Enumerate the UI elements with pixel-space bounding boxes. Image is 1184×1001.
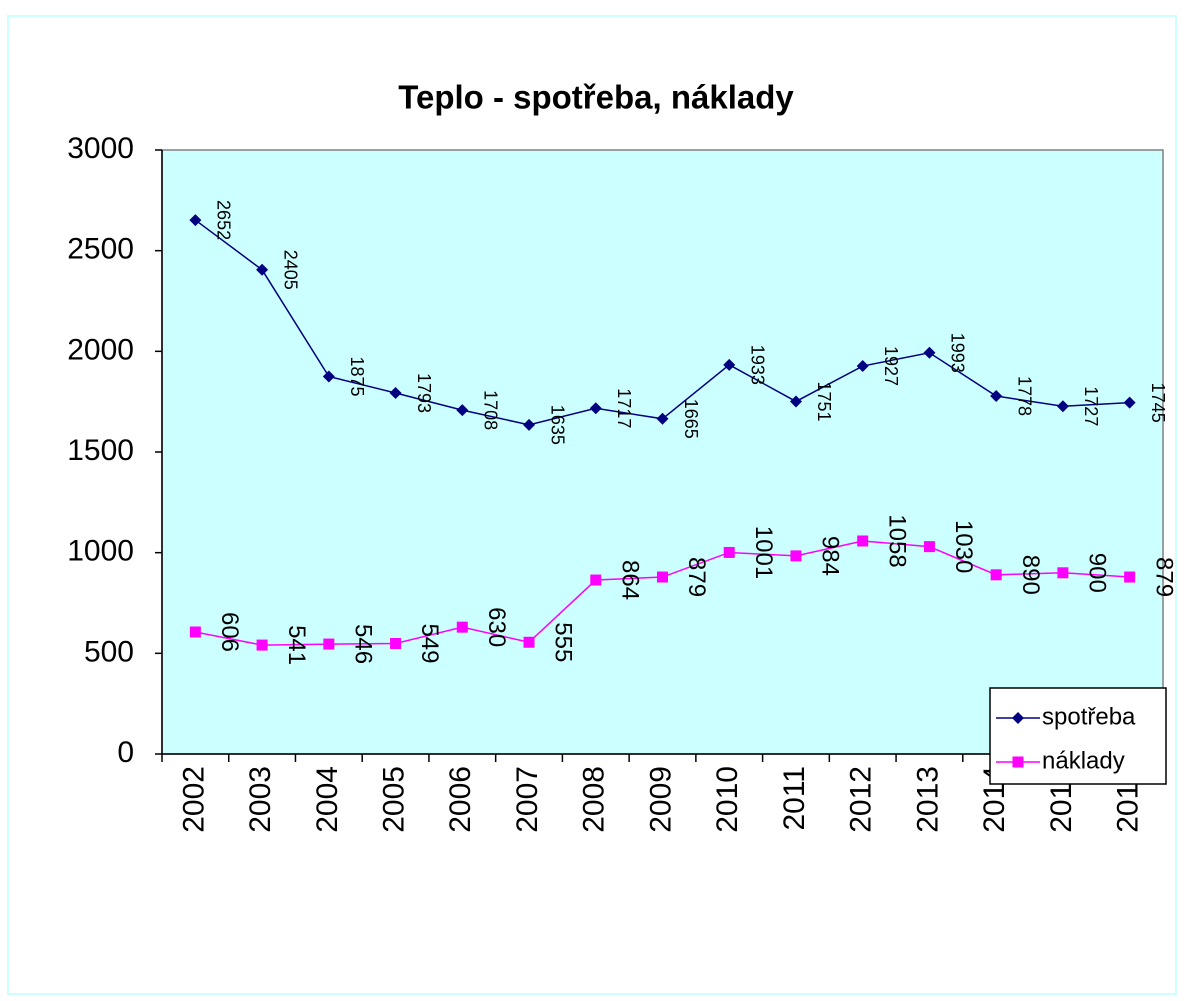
- x-tick-label: 2005: [377, 766, 410, 833]
- data-label: 900: [1084, 553, 1111, 593]
- point: [656, 412, 669, 425]
- point: [923, 541, 935, 553]
- point: [1056, 400, 1069, 413]
- data-label: 606: [216, 612, 243, 652]
- legend-box: [989, 687, 1167, 785]
- point: [256, 263, 269, 276]
- point: [256, 639, 268, 651]
- point: [1123, 396, 1136, 409]
- y-tick-label: 1500: [67, 434, 134, 467]
- point: [322, 370, 335, 383]
- legend-label: náklady: [1042, 747, 1125, 774]
- point: [590, 574, 602, 586]
- data-label: 1717: [614, 388, 634, 428]
- y-tick-label: 1000: [67, 535, 134, 568]
- data-label: 546: [349, 624, 376, 664]
- data-label: 864: [616, 560, 643, 600]
- x-tick-label: 2012: [845, 766, 878, 833]
- data-label: 630: [483, 607, 510, 647]
- point: [1012, 756, 1024, 768]
- point: [657, 571, 668, 583]
- data-label: 1635: [547, 405, 567, 445]
- legend-label: spotřeba: [1042, 703, 1136, 730]
- point: [390, 637, 402, 649]
- y-tick-label: 0: [117, 736, 134, 769]
- point: [189, 626, 201, 638]
- point: [923, 346, 936, 359]
- point: [523, 418, 536, 431]
- point: [1057, 567, 1069, 579]
- data-label: 1993: [948, 333, 968, 373]
- y-tick-label: 2500: [67, 233, 134, 266]
- data-label: 1058: [883, 514, 910, 567]
- data-label: 1793: [414, 373, 434, 413]
- x-tick-label: 2003: [244, 766, 277, 833]
- chart-title: Teplo - spotřeba, náklady: [398, 79, 794, 116]
- data-label: 890: [1017, 555, 1044, 595]
- data-label: 1927: [881, 346, 901, 386]
- data-label: 2652: [214, 200, 234, 240]
- point: [589, 402, 602, 415]
- point: [189, 214, 202, 227]
- x-tick-label: 2013: [911, 766, 944, 833]
- point: [523, 636, 535, 648]
- data-label: 1751: [814, 381, 834, 421]
- point: [789, 395, 802, 408]
- data-label: 984: [817, 536, 844, 576]
- point: [790, 550, 802, 562]
- data-label: 1708: [481, 390, 501, 430]
- data-label: 1727: [1081, 386, 1101, 426]
- point: [723, 546, 735, 558]
- data-label: 879: [1150, 557, 1177, 597]
- point: [990, 569, 1002, 581]
- x-tick-label: 2011: [778, 766, 811, 831]
- point: [456, 404, 469, 417]
- point: [456, 621, 468, 633]
- x-tick-label: 2010: [711, 766, 744, 833]
- data-label: 1030: [950, 520, 977, 573]
- x-tick-label: 2007: [511, 766, 544, 833]
- point: [389, 387, 402, 400]
- data-label: 1933: [747, 345, 767, 385]
- data-label: 549: [416, 623, 443, 663]
- point: [1124, 571, 1136, 583]
- point: [990, 390, 1003, 403]
- data-label: 879: [683, 557, 710, 597]
- data-label: 555: [550, 622, 577, 662]
- x-tick-label: 2006: [444, 766, 477, 833]
- x-tick-label: 2002: [177, 766, 210, 833]
- plot-area: [161, 149, 1164, 755]
- data-label: 541: [283, 625, 310, 665]
- x-tick-label: 2008: [578, 766, 611, 833]
- y-tick-label: 3000: [67, 132, 134, 165]
- data-label: 1745: [1148, 383, 1168, 423]
- data-label: 1001: [750, 526, 777, 579]
- data-label: 1875: [347, 356, 367, 396]
- data-label: 2405: [280, 250, 300, 290]
- y-tick-label: 2000: [67, 333, 134, 366]
- point: [857, 535, 869, 547]
- data-label: 1778: [1014, 376, 1034, 416]
- x-tick-label: 2009: [644, 766, 677, 833]
- point: [856, 360, 869, 373]
- data-label: 1665: [681, 399, 701, 439]
- point: [1012, 712, 1024, 724]
- y-tick-label: 500: [84, 635, 134, 668]
- point: [723, 358, 736, 371]
- point: [323, 638, 335, 650]
- x-tick-label: 2004: [311, 766, 344, 833]
